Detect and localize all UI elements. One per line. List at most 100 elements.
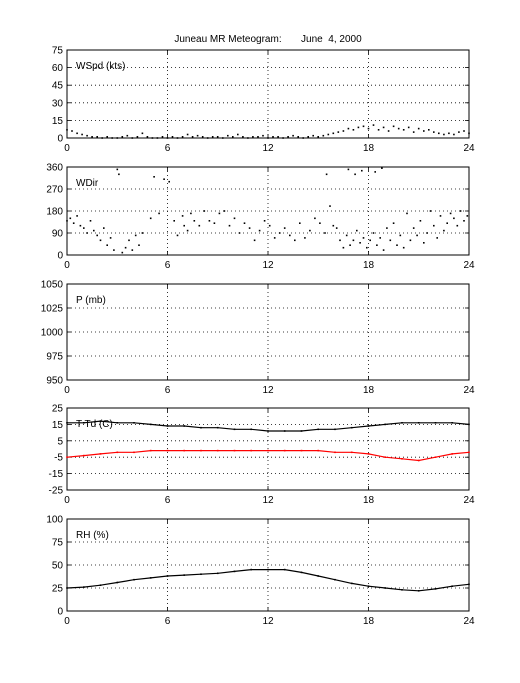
data-point — [402, 246, 405, 249]
data-point — [218, 212, 221, 215]
data-point — [382, 126, 385, 129]
panel-label: T Td (C) — [76, 419, 113, 430]
data-point — [106, 136, 108, 138]
y-tick-label: 975 — [46, 352, 63, 363]
data-point — [392, 125, 395, 128]
chart-panel-1: 0 6 12 18 24 0 15 30 45 60 75 WSpd (kts) — [52, 46, 475, 155]
data-point — [463, 220, 465, 222]
data-point — [83, 454, 85, 457]
x-tick-label: 18 — [363, 260, 375, 271]
data-point — [392, 222, 395, 224]
data-point — [468, 583, 470, 586]
data-point — [282, 137, 284, 139]
data-point — [367, 425, 370, 427]
data-point — [113, 249, 115, 251]
data-point — [401, 589, 403, 591]
data-point — [367, 453, 370, 455]
data-point — [242, 136, 244, 138]
data-point — [141, 232, 144, 234]
data-point — [273, 237, 276, 239]
data-point — [190, 212, 192, 215]
data-point — [227, 134, 229, 137]
data-point — [429, 210, 432, 212]
data-point — [468, 132, 470, 135]
data-point — [118, 173, 120, 176]
data-point — [106, 244, 108, 246]
data-point — [381, 167, 383, 169]
data-point — [99, 420, 102, 422]
data-point — [433, 224, 435, 227]
data-point — [89, 220, 92, 222]
x-tick-label: 0 — [64, 616, 70, 627]
data-point — [384, 423, 386, 426]
panel-label: P (mb) — [76, 295, 106, 306]
data-point — [356, 229, 358, 232]
data-point — [233, 217, 236, 220]
data-point — [111, 137, 113, 139]
data-point — [312, 134, 314, 137]
data-point — [412, 131, 415, 133]
x-tick-label: 6 — [165, 495, 171, 506]
y-tick-label: 15 — [52, 420, 64, 431]
y-tick-label: 50 — [52, 561, 64, 572]
data-point — [283, 430, 286, 432]
data-point — [434, 456, 437, 458]
data-point — [372, 124, 375, 126]
y-tick-label: 0 — [57, 134, 63, 145]
data-point — [362, 237, 365, 239]
data-point — [334, 428, 336, 431]
data-point — [86, 134, 88, 137]
data-point — [201, 136, 204, 138]
data-point — [233, 449, 236, 452]
data-point — [419, 220, 422, 222]
x-tick-label: 0 — [64, 260, 70, 271]
panel-label: WSpd (kts) — [76, 61, 125, 72]
x-tick-label: 0 — [64, 495, 70, 506]
data-point — [428, 129, 430, 131]
x-tick-label: 12 — [262, 260, 274, 271]
data-point — [359, 242, 361, 244]
x-tick-label: 24 — [463, 260, 475, 271]
chart-panel-4: 0 6 12 18 24 -25 -15 -5 5 15 25 T Td (C) — [49, 404, 475, 507]
data-point — [372, 232, 375, 234]
data-point — [216, 426, 219, 429]
data-point — [334, 578, 336, 581]
data-point — [433, 131, 435, 133]
data-point — [443, 229, 445, 232]
data-point — [66, 422, 68, 424]
data-point — [121, 136, 124, 138]
data-point — [196, 134, 199, 137]
data-point — [183, 224, 185, 227]
data-point — [362, 125, 365, 128]
data-point — [317, 136, 319, 138]
data-point — [466, 215, 469, 217]
data-point — [423, 130, 425, 132]
data-point — [79, 224, 82, 227]
data-point — [268, 224, 271, 227]
data-point — [149, 217, 152, 220]
data-point — [417, 590, 420, 592]
data-point — [434, 588, 437, 590]
data-point — [397, 127, 400, 130]
data-point — [181, 136, 184, 138]
data-point — [399, 234, 402, 237]
data-point — [83, 227, 85, 229]
data-point — [66, 220, 68, 222]
data-point — [141, 132, 144, 135]
data-point — [66, 129, 68, 131]
y-tick-label: 25 — [52, 404, 64, 415]
data-point — [438, 132, 440, 135]
data-point — [376, 244, 378, 246]
data-point — [451, 422, 453, 424]
data-point — [133, 578, 135, 581]
data-point — [434, 422, 437, 424]
data-point — [387, 130, 390, 132]
data-point — [416, 234, 418, 237]
data-point — [317, 575, 319, 577]
data-point — [374, 171, 376, 173]
data-point — [458, 131, 460, 133]
data-point — [134, 234, 137, 237]
data-point — [116, 422, 119, 424]
data-point — [136, 136, 139, 138]
